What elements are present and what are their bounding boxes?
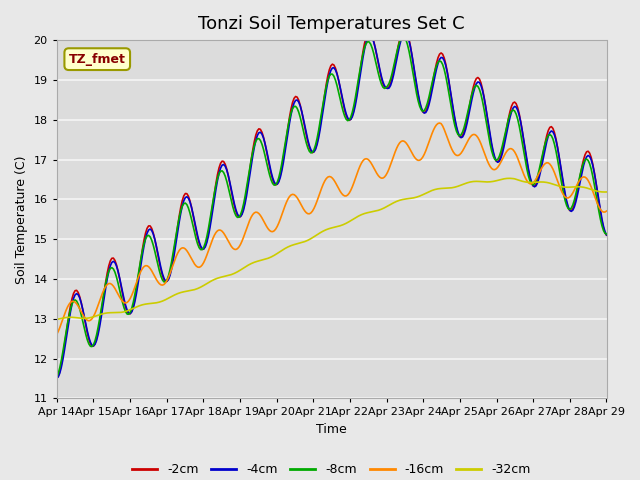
Y-axis label: Soil Temperature (C): Soil Temperature (C)	[15, 155, 28, 284]
Legend: -2cm, -4cm, -8cm, -16cm, -32cm: -2cm, -4cm, -8cm, -16cm, -32cm	[127, 458, 536, 480]
X-axis label: Time: Time	[316, 423, 347, 436]
Text: TZ_fmet: TZ_fmet	[69, 53, 125, 66]
Title: Tonzi Soil Temperatures Set C: Tonzi Soil Temperatures Set C	[198, 15, 465, 33]
